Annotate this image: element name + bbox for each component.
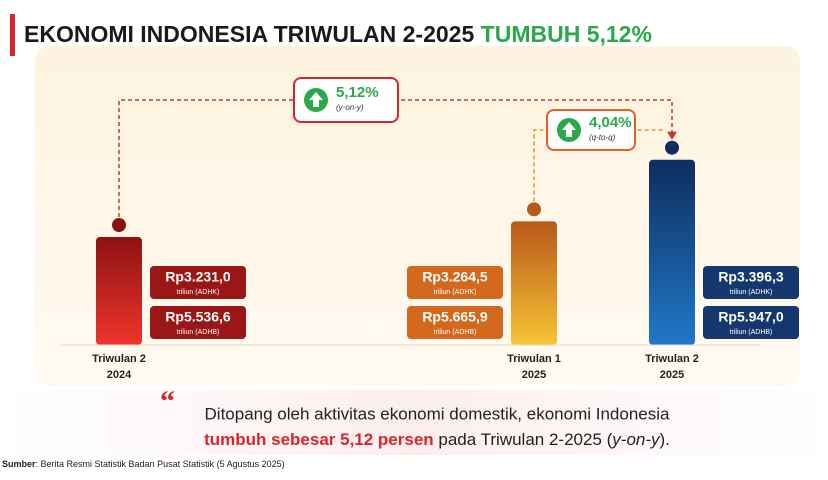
- source: Sumber: Berita Resmi Statistik Badan Pus…: [2, 459, 285, 469]
- quote-highlight: tumbuh sebesar 5,12 persen: [204, 430, 434, 449]
- value-label: Rp3.264,5: [422, 269, 488, 285]
- value-box: [703, 266, 799, 299]
- x-tick-label: 2025: [660, 369, 684, 381]
- bar-dot: [527, 202, 541, 217]
- unit-label: triliun (ADHK): [730, 289, 773, 296]
- value-label: Rp3.231,0: [165, 269, 231, 285]
- unit-label: triliun (ADHB): [730, 329, 773, 336]
- x-tick-label: Triwulan 1: [507, 353, 561, 365]
- value-box: [150, 266, 246, 299]
- unit-label: triliun (ADHB): [177, 329, 220, 336]
- chart-title: EKONOMI INDONESIA TRIWULAN 2-2025 TUMBUH…: [24, 21, 652, 47]
- connector: [533, 129, 666, 202]
- value-box: [407, 306, 503, 339]
- title-accent: [10, 14, 15, 56]
- quote-line: tumbuh sebesar 5,12 persen pada Triwulan…: [204, 430, 670, 449]
- quote-mark: “: [160, 385, 175, 418]
- growth-label: 4,04%: [589, 114, 632, 131]
- bar: [649, 159, 695, 345]
- quote-band: [0, 390, 828, 455]
- bar: [96, 237, 142, 345]
- title-highlight: TUMBUH 5,12%: [481, 21, 652, 47]
- value-label: Rp5.536,6: [165, 309, 231, 325]
- value-label: Rp3.396,3: [718, 269, 784, 285]
- growth-arrow: [309, 92, 323, 107]
- bar-dot: [665, 140, 679, 155]
- unit-label: triliun (ADHB): [434, 329, 477, 336]
- x-tick-label: Triwulan 2: [92, 353, 146, 365]
- unit-label: triliun (ADHK): [434, 289, 477, 296]
- value-box: [150, 306, 246, 339]
- quote-italic: y-on-y: [611, 430, 661, 449]
- source-label: Sumber: [2, 459, 36, 469]
- title-text: EKONOMI INDONESIA TRIWULAN 2-2025: [24, 21, 474, 47]
- x-tick-label: 2025: [522, 369, 546, 381]
- quote-line: Ditopang oleh aktivitas ekonomi domestik…: [205, 404, 670, 423]
- bar: [511, 221, 557, 345]
- growth-note: (y-on-y): [336, 103, 364, 112]
- value-label: Rp5.665,9: [422, 309, 488, 325]
- x-tick-label: 2024: [107, 369, 132, 381]
- growth-arrow: [562, 122, 576, 137]
- arrow-head: [667, 131, 677, 140]
- plot: Rp3.231,0 triliun (ADHK) Rp5.536,6 triliun …: [60, 77, 799, 381]
- quote-text: pada Triwulan 2-2025 (: [434, 430, 613, 449]
- source-text: : Berita Resmi Statistik Badan Pusat Sta…: [36, 459, 285, 469]
- value-box: [407, 266, 503, 299]
- unit-label: triliun (ADHK): [177, 289, 220, 296]
- value-label: Rp5.947,0: [718, 309, 784, 325]
- growth-label: 5,12%: [336, 84, 379, 101]
- quote-text: ).: [660, 430, 670, 449]
- value-box: [703, 306, 799, 339]
- x-tick-label: Triwulan 2: [645, 353, 699, 365]
- bar-dot: [112, 218, 126, 233]
- growth-note: (q-to-q): [589, 133, 616, 142]
